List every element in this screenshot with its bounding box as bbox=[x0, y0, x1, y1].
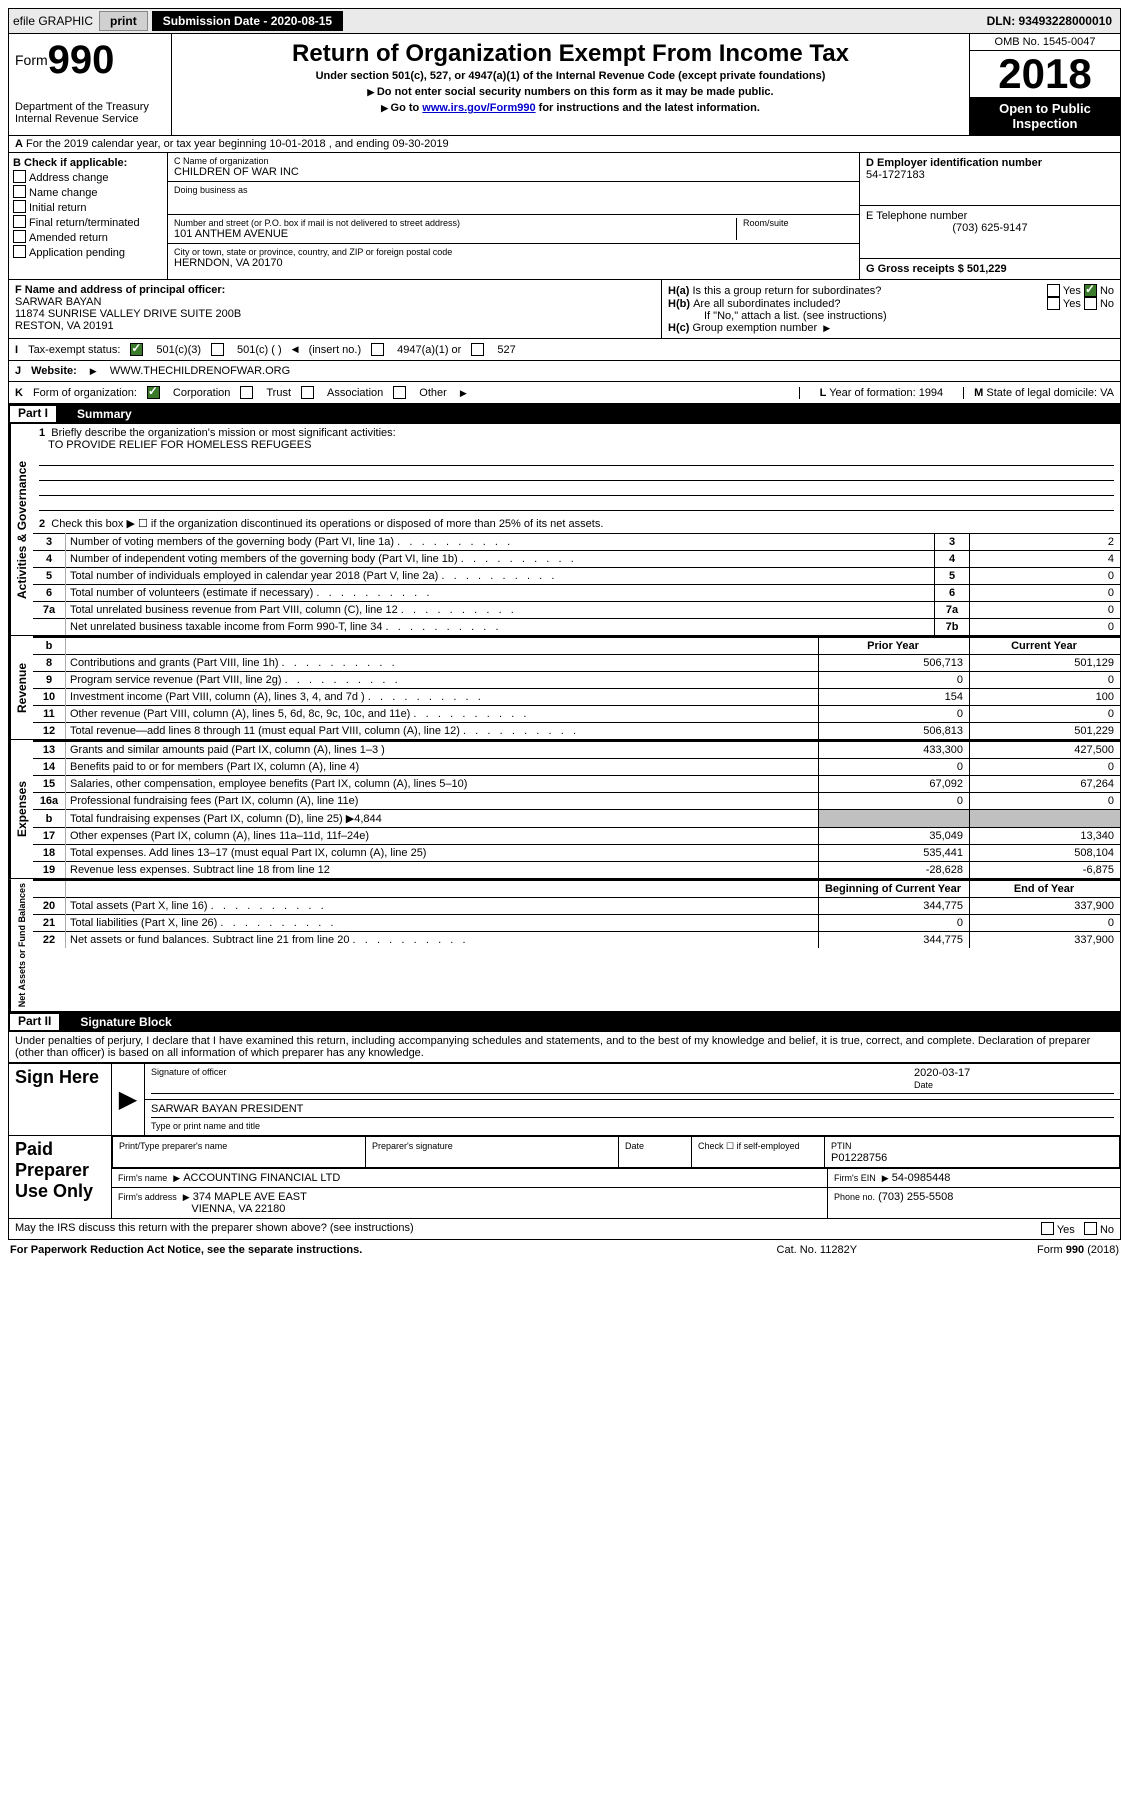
firm-address: 374 MAPLE AVE EAST bbox=[193, 1191, 307, 1203]
part1-revenue: Revenue bPrior YearCurrent Year8Contribu… bbox=[8, 636, 1121, 740]
submission-date-label: Submission Date - 2020-08-15 bbox=[152, 11, 343, 31]
line-j: J Website: WWW.THECHILDRENOFWAR.ORG bbox=[8, 361, 1121, 382]
discuss-no-checkbox[interactable] bbox=[1084, 1222, 1097, 1235]
dln-label: DLN: 93493228000010 bbox=[987, 14, 1120, 28]
side-expenses: Expenses bbox=[9, 740, 33, 878]
ha-yes-checkbox[interactable] bbox=[1047, 284, 1060, 297]
governance-table: 3Number of voting members of the governi… bbox=[33, 533, 1120, 635]
firm-name: ACCOUNTING FINANCIAL LTD bbox=[183, 1172, 340, 1184]
print-button[interactable]: print bbox=[99, 11, 148, 31]
instr-1: Do not enter social security numbers on … bbox=[182, 86, 959, 98]
header-right: OMB No. 1545-0047 2018 Open to Public In… bbox=[969, 34, 1120, 135]
website: WWW.THECHILDRENOFWAR.ORG bbox=[110, 365, 290, 377]
discuss-yes-checkbox[interactable] bbox=[1041, 1222, 1054, 1235]
part1-body: Activities & Governance 1 Briefly descri… bbox=[8, 424, 1121, 636]
page-footer: For Paperwork Reduction Act Notice, see … bbox=[8, 1240, 1121, 1260]
instr-2: Go to www.irs.gov/Form990 for instructio… bbox=[182, 102, 959, 114]
irs-label: Internal Revenue Service bbox=[15, 113, 165, 125]
line-k: K Form of organization: Corporation Trus… bbox=[8, 382, 1121, 404]
netassets-table: Beginning of Current YearEnd of Year20To… bbox=[33, 879, 1120, 948]
trust-checkbox[interactable] bbox=[240, 386, 253, 399]
sig-date: 2020-03-17 bbox=[914, 1067, 970, 1079]
form-title: Return of Organization Exempt From Incom… bbox=[182, 40, 959, 68]
identification-block: B Check if applicable: Address changeNam… bbox=[8, 153, 1121, 280]
city-state-zip: HERNDON, VA 20170 bbox=[174, 257, 283, 269]
other-checkbox[interactable] bbox=[393, 386, 406, 399]
perjury-statement: Under penalties of perjury, I declare th… bbox=[8, 1032, 1121, 1063]
assoc-checkbox[interactable] bbox=[301, 386, 314, 399]
firm-phone: (703) 255-5508 bbox=[878, 1191, 953, 1203]
row-fh: F Name and address of principal officer:… bbox=[8, 280, 1121, 339]
signature-table: Sign Here ▶ Signature of officer 2020-03… bbox=[8, 1063, 1121, 1240]
dept-label: Department of the Treasury bbox=[15, 101, 165, 113]
header-left: Form990 Department of the Treasury Inter… bbox=[9, 34, 172, 135]
colb-option[interactable]: Address change bbox=[13, 170, 163, 184]
mission: TO PROVIDE RELIEF FOR HOMELESS REFUGEES bbox=[48, 439, 311, 451]
colb-option[interactable]: Initial return bbox=[13, 200, 163, 214]
part2-header: Part II Signature Block bbox=[8, 1012, 1121, 1032]
principal-officer: F Name and address of principal officer:… bbox=[9, 280, 662, 338]
ptin: P01228756 bbox=[831, 1152, 887, 1164]
form-number: 990 bbox=[48, 38, 115, 82]
top-toolbar: efile GRAPHIC print Submission Date - 20… bbox=[8, 8, 1121, 34]
open-public: Open to Public Inspection bbox=[970, 97, 1120, 135]
form990-link[interactable]: www.irs.gov/Form990 bbox=[422, 102, 535, 114]
hb-no-checkbox[interactable] bbox=[1084, 297, 1097, 310]
paid-preparer-label: Paid Preparer Use Only bbox=[9, 1136, 112, 1219]
omb-number: OMB No. 1545-0047 bbox=[970, 34, 1120, 51]
expenses-table: 13Grants and similar amounts paid (Part … bbox=[33, 740, 1120, 878]
side-revenue: Revenue bbox=[9, 636, 33, 739]
501c-checkbox[interactable] bbox=[211, 343, 224, 356]
firm-ein: 54-0985448 bbox=[892, 1172, 951, 1184]
street-address: 101 ANTHEM AVENUE bbox=[174, 228, 288, 240]
officer-name-title: SARWAR BAYAN PRESIDENT bbox=[151, 1103, 303, 1115]
side-governance: Activities & Governance bbox=[9, 424, 33, 635]
col-b-checkboxes: B Check if applicable: Address changeNam… bbox=[9, 153, 168, 279]
form-label: Form bbox=[15, 52, 48, 68]
colb-option[interactable]: Final return/terminated bbox=[13, 215, 163, 229]
sign-arrow-icon: ▶ bbox=[112, 1064, 145, 1136]
hb-yes-checkbox[interactable] bbox=[1047, 297, 1060, 310]
revenue-table: bPrior YearCurrent Year8Contributions an… bbox=[33, 636, 1120, 739]
part1-netassets: Net Assets or Fund Balances Beginning of… bbox=[8, 879, 1121, 1012]
501c3-checkbox[interactable] bbox=[130, 343, 143, 356]
corp-checkbox[interactable] bbox=[147, 386, 160, 399]
col-c-name-addr: C Name of organization CHILDREN OF WAR I… bbox=[168, 153, 860, 279]
efile-label: efile GRAPHIC bbox=[9, 14, 97, 28]
colb-option[interactable]: Amended return bbox=[13, 230, 163, 244]
header-center: Return of Organization Exempt From Incom… bbox=[172, 34, 969, 135]
year-formation: Year of formation: 1994 bbox=[829, 387, 943, 399]
tax-year: 2018 bbox=[970, 51, 1120, 97]
ein: 54-1727183 bbox=[866, 169, 1114, 181]
form-header: Form990 Department of the Treasury Inter… bbox=[8, 34, 1121, 136]
group-return: H(a) Is this a group return for subordin… bbox=[662, 280, 1120, 338]
telephone: (703) 625-9147 bbox=[866, 222, 1114, 234]
ha-no-checkbox[interactable] bbox=[1084, 284, 1097, 297]
part1-header: Part I Summary bbox=[8, 404, 1121, 424]
colb-option[interactable]: Application pending bbox=[13, 245, 163, 259]
domicile: State of legal domicile: VA bbox=[986, 387, 1114, 399]
form-subtitle: Under section 501(c), 527, or 4947(a)(1)… bbox=[182, 70, 959, 82]
4947-checkbox[interactable] bbox=[371, 343, 384, 356]
side-netassets: Net Assets or Fund Balances bbox=[9, 879, 33, 1011]
row-a: A For the 2019 calendar year, or tax yea… bbox=[8, 136, 1121, 153]
line-i: I Tax-exempt status: 501(c)(3) 501(c) ( … bbox=[8, 339, 1121, 361]
527-checkbox[interactable] bbox=[471, 343, 484, 356]
col-deg: D Employer identification number 54-1727… bbox=[860, 153, 1120, 279]
gross-receipts: G Gross receipts $ 501,229 bbox=[866, 263, 1114, 275]
sign-here-label: Sign Here bbox=[9, 1064, 112, 1136]
colb-option[interactable]: Name change bbox=[13, 185, 163, 199]
part1-expenses: Expenses 13Grants and similar amounts pa… bbox=[8, 740, 1121, 879]
org-name: CHILDREN OF WAR INC bbox=[174, 166, 299, 178]
